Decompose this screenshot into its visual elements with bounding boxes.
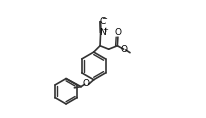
- Text: O: O: [82, 79, 89, 88]
- Text: O: O: [114, 28, 121, 37]
- Text: N: N: [99, 28, 106, 37]
- Text: −: −: [101, 16, 107, 22]
- Text: C: C: [99, 17, 105, 26]
- Text: O: O: [120, 45, 127, 54]
- Text: +: +: [102, 27, 107, 33]
